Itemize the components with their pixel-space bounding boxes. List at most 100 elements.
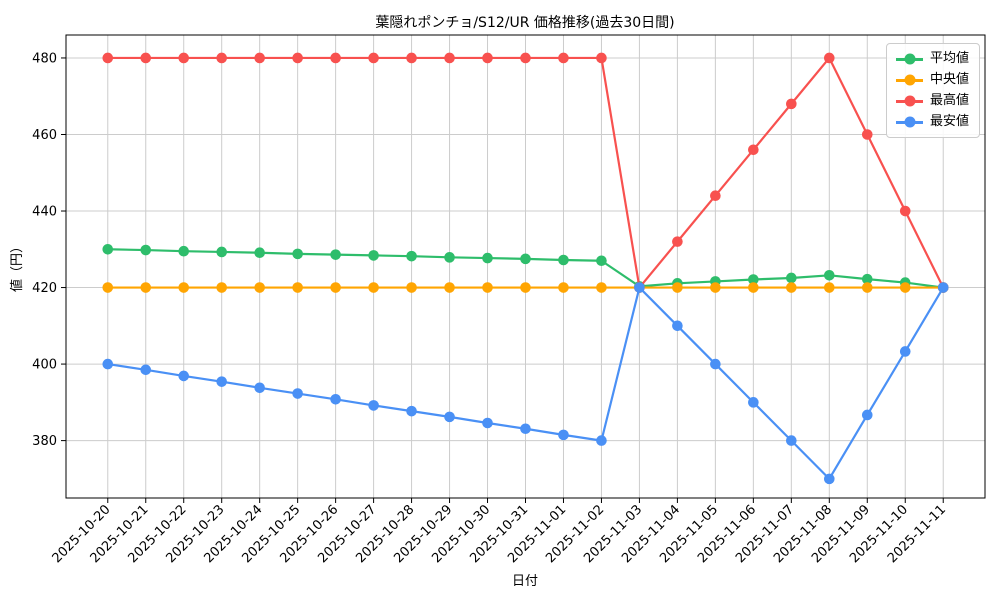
legend-item-max: 最高値 bbox=[896, 93, 969, 109]
data-point-avg bbox=[330, 249, 341, 260]
legend-item-median: 中央値 bbox=[896, 72, 969, 88]
y-tick-label: 420 bbox=[32, 281, 57, 296]
data-point-max bbox=[102, 52, 114, 64]
x-axis-label: 日付 bbox=[512, 574, 538, 589]
data-point-avg bbox=[216, 246, 227, 258]
data-point-max bbox=[330, 52, 341, 64]
data-point-min bbox=[368, 400, 379, 411]
data-point-min bbox=[482, 417, 493, 429]
data-point-avg bbox=[102, 243, 114, 255]
data-point-avg bbox=[254, 247, 265, 259]
data-point-median bbox=[861, 282, 873, 293]
legend-marker-avg bbox=[896, 53, 923, 65]
y-tick-label: 440 bbox=[32, 205, 57, 220]
data-point-min bbox=[330, 393, 341, 405]
data-point-max bbox=[861, 129, 873, 140]
data-point-median bbox=[330, 282, 341, 293]
data-point-median bbox=[558, 282, 569, 293]
legend-marker-median bbox=[896, 74, 923, 86]
data-point-min bbox=[596, 435, 607, 446]
data-point-median bbox=[482, 282, 493, 293]
data-point-avg bbox=[482, 252, 493, 264]
data-point-max bbox=[406, 52, 417, 64]
legend-label-avg: 平均値 bbox=[930, 51, 970, 66]
data-point-median bbox=[102, 282, 114, 293]
data-point-min bbox=[216, 376, 227, 387]
y-tick-label: 400 bbox=[32, 358, 57, 373]
legend-item-avg: 平均値 bbox=[896, 51, 969, 67]
data-point-min bbox=[899, 346, 911, 357]
data-point-max bbox=[672, 236, 683, 247]
data-point-median bbox=[748, 282, 759, 293]
series bbox=[102, 52, 949, 485]
legend-item-min: 最安値 bbox=[896, 114, 969, 130]
data-point-median bbox=[520, 282, 531, 293]
data-point-avg bbox=[520, 253, 531, 265]
legend-marker-min bbox=[896, 116, 923, 128]
data-point-min bbox=[861, 409, 873, 421]
data-point-max bbox=[178, 52, 190, 64]
y-axis-label: 値（円） bbox=[9, 240, 25, 292]
data-point-max bbox=[748, 144, 759, 156]
data-point-median bbox=[406, 282, 417, 293]
data-point-avg bbox=[292, 248, 303, 260]
data-point-min bbox=[406, 405, 417, 417]
data-point-avg bbox=[786, 272, 797, 284]
data-point-max bbox=[368, 52, 379, 64]
legend-marker-max bbox=[896, 95, 923, 107]
legend-label-max: 最高値 bbox=[930, 93, 970, 108]
data-point-max bbox=[558, 52, 569, 64]
data-point-min bbox=[520, 423, 531, 435]
data-point-max bbox=[140, 52, 152, 64]
data-point-median bbox=[899, 282, 911, 293]
data-point-min bbox=[786, 435, 797, 446]
data-point-max bbox=[254, 52, 265, 64]
data-point-min bbox=[140, 364, 152, 376]
data-point-avg bbox=[558, 254, 569, 266]
data-point-median bbox=[786, 282, 797, 293]
data-point-max bbox=[899, 205, 911, 217]
data-point-median bbox=[140, 282, 152, 293]
data-point-median bbox=[178, 282, 190, 293]
data-point-max bbox=[216, 52, 227, 64]
data-point-avg bbox=[748, 274, 759, 285]
y-tick-label: 460 bbox=[32, 128, 57, 143]
legend: 平均値中央値最高値最安値 bbox=[886, 43, 981, 138]
data-point-avg bbox=[824, 270, 835, 281]
data-point-max bbox=[596, 52, 607, 64]
data-point-max bbox=[482, 52, 493, 64]
data-point-min bbox=[710, 358, 721, 370]
data-point-max bbox=[786, 98, 797, 110]
data-point-avg bbox=[444, 252, 455, 263]
axes: 3804004204404604802025-10-202025-10-2120… bbox=[32, 34, 986, 566]
data-point-min bbox=[292, 388, 303, 399]
data-point-min bbox=[102, 358, 114, 370]
data-point-min bbox=[178, 370, 190, 382]
data-point-min bbox=[672, 320, 683, 332]
data-point-avg bbox=[861, 273, 873, 285]
legend-dot-min bbox=[904, 116, 915, 128]
data-point-avg bbox=[596, 255, 607, 267]
legend-label-min: 最安値 bbox=[930, 114, 970, 129]
data-point-min bbox=[634, 282, 645, 293]
data-point-avg bbox=[140, 244, 152, 256]
data-point-median bbox=[368, 282, 379, 293]
data-point-median bbox=[254, 282, 265, 293]
data-point-avg bbox=[178, 245, 190, 257]
data-point-median bbox=[710, 282, 721, 293]
data-point-median bbox=[216, 282, 227, 293]
data-point-min bbox=[824, 473, 835, 485]
data-point-min bbox=[937, 282, 949, 293]
y-tick-label: 480 bbox=[32, 51, 57, 66]
legend-label-median: 中央値 bbox=[930, 72, 970, 87]
data-point-min bbox=[558, 429, 569, 441]
data-point-median bbox=[596, 282, 607, 293]
data-point-min bbox=[254, 382, 265, 394]
legend-dot-avg bbox=[904, 53, 915, 65]
data-point-median bbox=[292, 282, 303, 293]
chart-title: 葉隠れポンチョ/S12/UR 価格推移(過去30日間) bbox=[375, 15, 674, 31]
data-point-max bbox=[710, 190, 721, 202]
data-point-max bbox=[444, 52, 455, 64]
